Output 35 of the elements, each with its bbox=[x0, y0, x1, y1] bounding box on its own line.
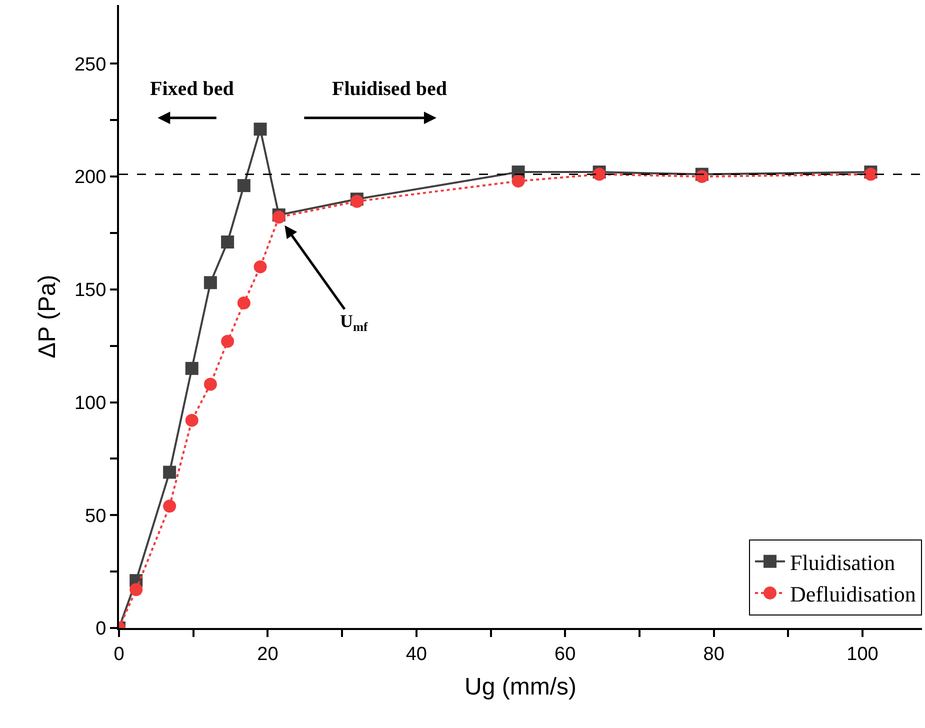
annotation: U$_{mf}$ bbox=[340, 311, 368, 334]
y-tick-label: 50 bbox=[85, 506, 106, 527]
x-tick-label: 20 bbox=[257, 644, 278, 665]
point bbox=[254, 122, 267, 136]
point bbox=[204, 378, 217, 391]
x-tick-label: 80 bbox=[703, 644, 724, 665]
annotation: Fixed bed bbox=[150, 78, 234, 100]
y-tick-label: 100 bbox=[74, 392, 106, 414]
point bbox=[237, 179, 250, 192]
x-tick-label: 40 bbox=[406, 644, 427, 665]
point bbox=[221, 236, 234, 249]
y-tick-label: 200 bbox=[74, 167, 106, 188]
point bbox=[163, 466, 176, 479]
point bbox=[163, 500, 176, 513]
point bbox=[204, 276, 217, 290]
y-axis-title: ΔP (Pa) bbox=[34, 274, 62, 358]
point bbox=[185, 414, 198, 427]
point bbox=[221, 334, 234, 348]
annotation: Fluidised bed bbox=[332, 78, 448, 100]
y-tick-label: 250 bbox=[74, 54, 106, 76]
y-tick-label: 0 bbox=[96, 618, 106, 640]
point bbox=[237, 296, 250, 310]
x-tick-label: 100 bbox=[846, 644, 878, 665]
y-tick-label: 150 bbox=[74, 280, 106, 302]
legend-label: Fluidisation bbox=[790, 550, 896, 575]
x-axis-title: Ug (mm/s) bbox=[464, 674, 576, 701]
point bbox=[695, 170, 708, 184]
point bbox=[272, 210, 286, 224]
point bbox=[185, 362, 198, 375]
point bbox=[254, 260, 267, 274]
point bbox=[512, 174, 525, 188]
legend-label: Defluidisation bbox=[790, 582, 916, 607]
x-tick-label: 0 bbox=[114, 644, 124, 665]
point bbox=[130, 583, 143, 596]
x-tick-label: 60 bbox=[554, 644, 576, 665]
